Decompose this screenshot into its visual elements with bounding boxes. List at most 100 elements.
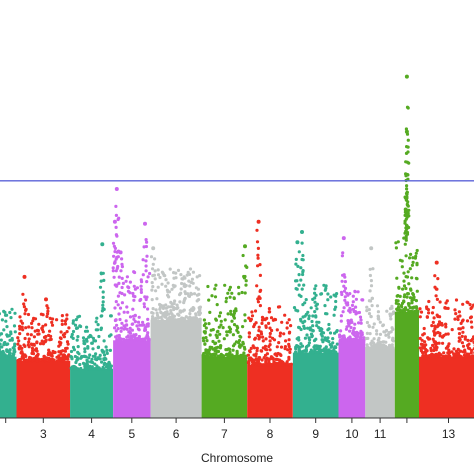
snp-point xyxy=(144,269,148,273)
snp-point xyxy=(265,356,269,360)
snp-density-band xyxy=(365,348,395,418)
snp-point xyxy=(308,338,312,342)
snp-point xyxy=(102,278,106,282)
snp-point xyxy=(404,127,408,131)
snp-point xyxy=(412,295,416,299)
snp-point xyxy=(117,275,121,279)
snp-point xyxy=(50,320,54,324)
peak-snp-point xyxy=(151,246,156,251)
snp-point xyxy=(314,350,318,354)
snp-point xyxy=(318,344,322,348)
snp-point xyxy=(87,356,91,360)
snp-point xyxy=(307,343,311,347)
snp-point xyxy=(296,344,300,348)
snp-point xyxy=(302,283,306,287)
snp-point xyxy=(408,296,413,300)
snp-point xyxy=(441,354,445,358)
snp-point xyxy=(332,313,336,317)
snp-point xyxy=(278,334,282,338)
snp-point xyxy=(386,332,390,337)
snp-point xyxy=(88,353,92,357)
snp-point xyxy=(273,352,277,356)
snp-point xyxy=(116,327,120,331)
snp-point xyxy=(101,271,105,275)
snp-point xyxy=(231,333,235,337)
snp-point xyxy=(226,291,230,295)
snp-point xyxy=(79,366,83,371)
snp-point xyxy=(301,303,305,307)
snp-point xyxy=(435,297,439,301)
snp-point xyxy=(218,332,222,336)
snp-point xyxy=(139,278,143,282)
snp-point xyxy=(440,323,444,327)
snp-point xyxy=(307,314,311,318)
snp-point xyxy=(285,360,289,364)
snp-point xyxy=(55,359,60,363)
snp-point xyxy=(402,279,406,283)
snp-point xyxy=(406,270,410,274)
snp-point xyxy=(114,269,118,273)
snp-point xyxy=(75,338,79,342)
snp-point xyxy=(389,317,393,321)
snp-point xyxy=(16,336,20,340)
snp-point xyxy=(265,348,269,352)
snp-point xyxy=(132,317,136,321)
snp-point xyxy=(378,332,383,336)
snp-point xyxy=(415,306,419,310)
snp-point xyxy=(168,315,172,319)
snp-point xyxy=(433,285,437,289)
snp-point xyxy=(369,315,373,319)
snp-point xyxy=(454,312,458,316)
snp-point xyxy=(125,305,129,309)
snp-point xyxy=(159,310,163,314)
snp-point xyxy=(241,253,245,258)
x-tick-label: 3 xyxy=(40,427,47,441)
snp-point xyxy=(150,288,154,292)
snp-point xyxy=(407,310,411,314)
snp-point xyxy=(229,353,233,357)
snp-point xyxy=(376,338,380,342)
snp-point xyxy=(325,312,329,316)
snp-point xyxy=(181,277,185,281)
snp-point xyxy=(121,281,125,285)
snp-point xyxy=(35,359,39,363)
snp-point xyxy=(407,282,411,286)
snp-point xyxy=(119,269,123,273)
snp-point xyxy=(205,339,209,343)
snp-point xyxy=(327,327,331,331)
snp-point xyxy=(332,349,336,354)
snp-point xyxy=(441,341,445,345)
snp-point xyxy=(320,338,324,342)
snp-point xyxy=(234,307,238,311)
snp-point xyxy=(294,345,298,349)
snp-point xyxy=(253,337,257,341)
snp-point xyxy=(161,306,165,310)
snp-point xyxy=(467,352,471,356)
snp-point xyxy=(142,338,147,342)
snp-point xyxy=(22,305,26,309)
snp-point xyxy=(101,367,105,371)
snp-point xyxy=(461,302,465,306)
snp-point xyxy=(132,338,137,342)
snp-point xyxy=(154,289,158,293)
snp-point xyxy=(83,347,87,351)
snp-point xyxy=(461,350,465,354)
snp-point xyxy=(331,337,335,341)
snp-point xyxy=(215,330,219,334)
snp-point xyxy=(219,323,223,327)
snp-point xyxy=(144,325,148,329)
snp-point xyxy=(150,298,154,302)
snp-point xyxy=(23,344,27,348)
snp-point xyxy=(76,345,80,349)
peak-snp-point xyxy=(118,250,123,255)
snp-point xyxy=(385,346,389,351)
snp-point xyxy=(69,349,74,354)
snp-point xyxy=(207,322,211,326)
snp-point xyxy=(286,348,290,352)
snp-point xyxy=(179,287,183,291)
snp-point xyxy=(188,312,192,316)
snp-point xyxy=(117,312,121,316)
snp-point xyxy=(120,257,124,261)
snp-point xyxy=(426,308,430,312)
